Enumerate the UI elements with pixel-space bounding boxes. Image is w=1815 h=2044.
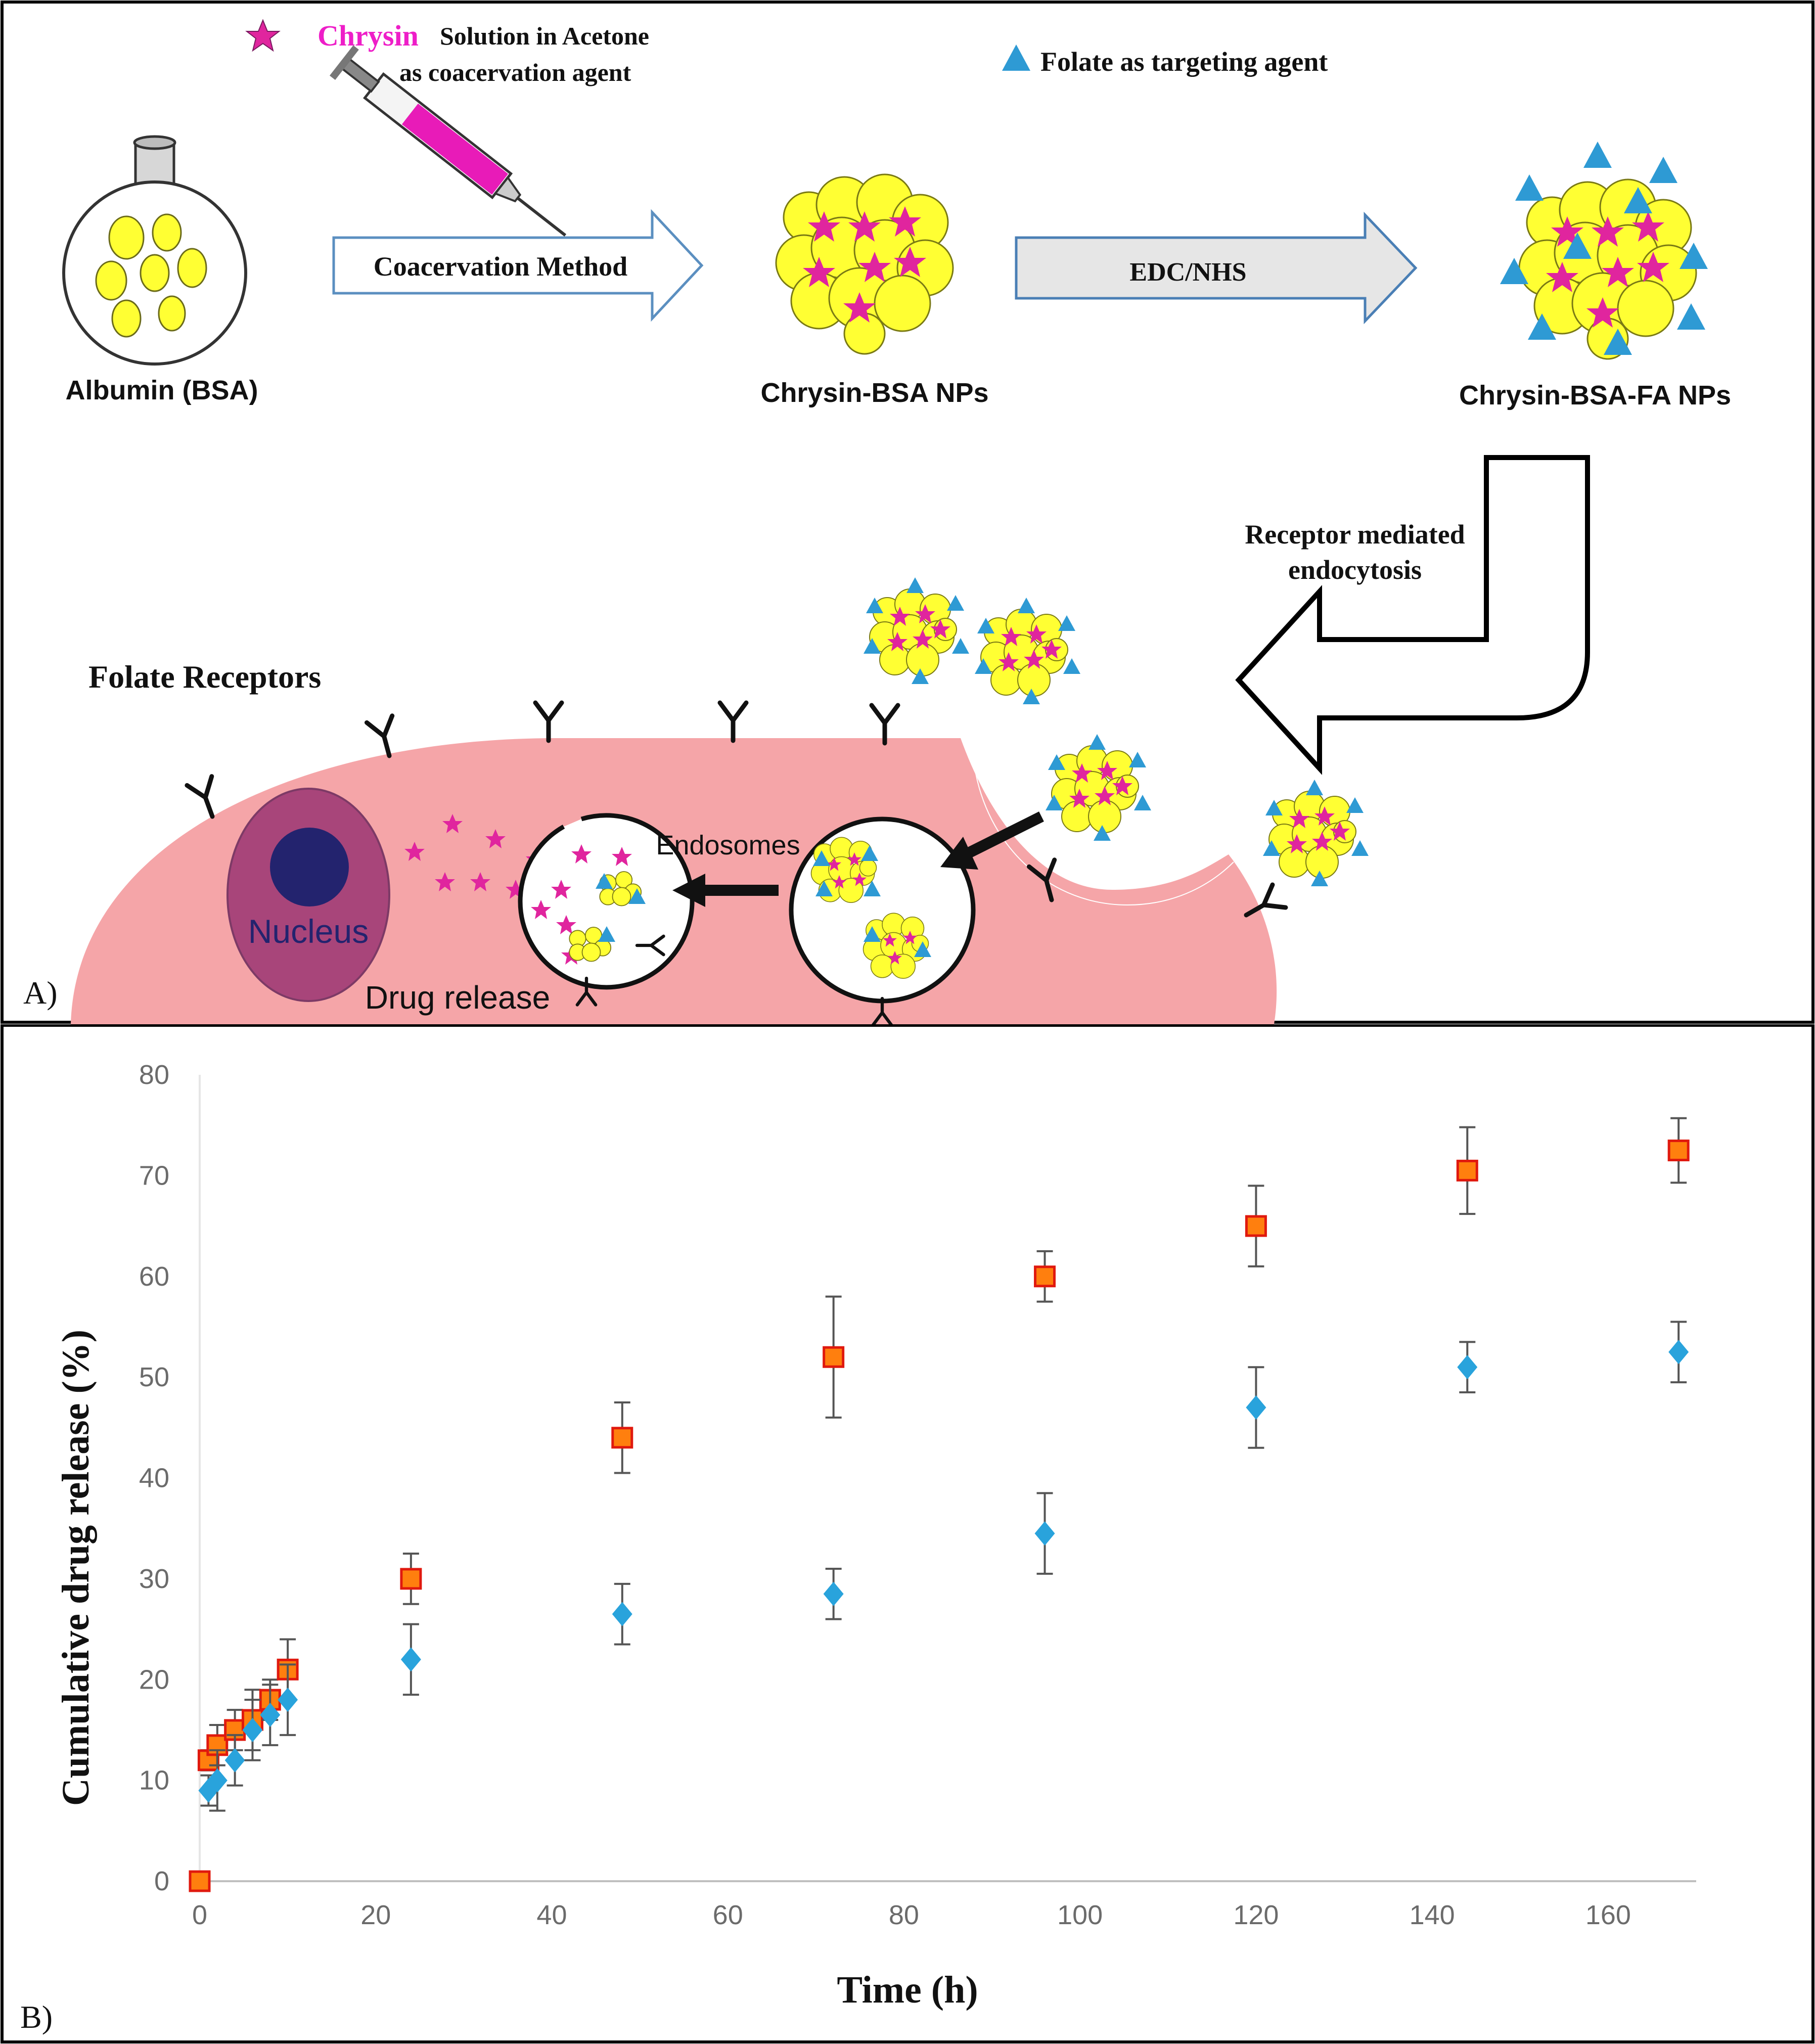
data-point-diamond bbox=[207, 1768, 228, 1793]
legend-chrysin-line2: as coacervation agent bbox=[399, 58, 631, 86]
data-point-square bbox=[189, 1870, 211, 1892]
chrysin-bsa-label: Chrysin-BSA NPs bbox=[760, 378, 988, 408]
endocytosis-arrow bbox=[1235, 455, 1590, 775]
data-point-diamond bbox=[1034, 1521, 1055, 1546]
fa-nanoparticle-4 bbox=[1263, 780, 1369, 886]
endocytosis-line1: Receptor mediated bbox=[1245, 519, 1465, 550]
data-point-square bbox=[1456, 1159, 1478, 1182]
y-tick-label: 20 bbox=[139, 1664, 169, 1695]
y-tick-label: 40 bbox=[139, 1463, 169, 1493]
data-point-square bbox=[611, 1427, 633, 1449]
data-point-diamond bbox=[400, 1647, 421, 1672]
fa-nanoparticle-3 bbox=[1046, 734, 1151, 841]
panel-a-label: A) bbox=[23, 975, 58, 1011]
x-tick-label: 140 bbox=[1410, 1900, 1455, 1930]
y-axis-title: Cumulative drug release (%) bbox=[55, 1330, 97, 1806]
x-tick-label: 120 bbox=[1233, 1900, 1279, 1930]
release-chart-svg: 0 20 40 60 80 100 120 140 160 01020304050607080 … bbox=[1, 1024, 1814, 2043]
data-point-square bbox=[1245, 1215, 1267, 1237]
schematic-svg: Chrysin Solution in Acetone as coacervat… bbox=[1, 1, 1814, 1024]
endocytosis-line2: endocytosis bbox=[1288, 555, 1422, 585]
data-point-diamond bbox=[823, 1581, 844, 1606]
x-tick-label: 160 bbox=[1585, 1900, 1631, 1930]
data-point-square bbox=[1034, 1265, 1056, 1288]
panel-b-frame bbox=[1, 1024, 1814, 2043]
y-tick-label: 80 bbox=[139, 1060, 169, 1090]
data-point-square bbox=[1667, 1140, 1690, 1162]
y-tick-label: 50 bbox=[139, 1362, 169, 1392]
x-tick-label: 40 bbox=[536, 1900, 567, 1930]
fa-nanoparticle-1 bbox=[864, 577, 969, 684]
data-point-square bbox=[823, 1346, 845, 1368]
data-point-diamond bbox=[1668, 1340, 1689, 1365]
albumin-flask-icon bbox=[62, 135, 247, 366]
series-diamond bbox=[198, 1321, 1689, 1812]
data-point-diamond bbox=[1457, 1355, 1478, 1380]
x-axis-title: Time (h) bbox=[837, 1969, 978, 2011]
panel-b-label: B) bbox=[20, 1999, 53, 2035]
data-point-diamond bbox=[1246, 1395, 1266, 1420]
folate-legend-icon bbox=[1002, 44, 1030, 71]
series-square bbox=[189, 1117, 1690, 1892]
y-tick-label: 70 bbox=[139, 1160, 169, 1191]
x-tick-label: 0 bbox=[192, 1900, 207, 1930]
data-point-diamond bbox=[224, 1748, 245, 1773]
endosomes-label: Endosomes bbox=[656, 830, 800, 860]
endosome-right bbox=[789, 816, 976, 1024]
data-point-diamond bbox=[278, 1688, 298, 1712]
x-tick-label: 20 bbox=[360, 1900, 391, 1930]
data-point-diamond bbox=[242, 1717, 263, 1742]
x-tick-labels: 0 20 40 60 80 100 120 140 160 bbox=[192, 1900, 1631, 1930]
coacervation-arrow bbox=[332, 209, 704, 322]
chrysin-bsa-fa-nanoparticle bbox=[1500, 142, 1708, 360]
edc-nhs-label: EDC/NHS bbox=[1129, 258, 1246, 287]
albumin-label: Albumin (BSA) bbox=[66, 375, 258, 405]
data-point-diamond bbox=[260, 1703, 281, 1728]
x-tick-label: 80 bbox=[889, 1900, 919, 1930]
y-tick-labels: 0 10 20 30 40 50 60 70 80 bbox=[139, 1060, 169, 1896]
panel-b-chart: 0 20 40 60 80 100 120 140 160 0 10 20 30 40 50 60 70 80 … bbox=[0, 1024, 1815, 2044]
syringe-icon bbox=[329, 45, 567, 237]
x-tick-label: 60 bbox=[713, 1900, 743, 1930]
y-tick-label: 30 bbox=[139, 1564, 169, 1594]
endosome-transfer-arrow bbox=[672, 874, 779, 907]
y-tick-label: 60 bbox=[139, 1261, 169, 1292]
folate-receptors-label: Folate Receptors bbox=[88, 659, 321, 695]
x-tick-label: 100 bbox=[1057, 1900, 1103, 1930]
legend-chrysin-word: Chrysin bbox=[317, 19, 419, 52]
endosome-left bbox=[518, 813, 695, 1005]
coacervation-label: Coacervation Method bbox=[374, 251, 627, 282]
internalization-arrow bbox=[940, 811, 1044, 870]
nucleus bbox=[226, 788, 390, 1002]
y-tick-label: 10 bbox=[139, 1765, 169, 1796]
chrysin-bsa-fa-label: Chrysin-BSA-FA NPs bbox=[1459, 380, 1731, 411]
y-tick-label: 0 bbox=[154, 1866, 169, 1896]
data-series bbox=[189, 1117, 1690, 1892]
nucleus-label: Nucleus bbox=[248, 913, 369, 950]
data-point-diamond bbox=[612, 1602, 632, 1626]
data-point-square bbox=[400, 1568, 422, 1590]
edc-nhs-arrow bbox=[1015, 211, 1418, 325]
legend-chrysin-text: Solution in Acetone bbox=[440, 22, 649, 50]
star-legend-icon bbox=[246, 20, 280, 51]
legend-folate-text: Folate as targeting agent bbox=[1040, 47, 1328, 77]
drug-release-label: Drug release bbox=[365, 979, 550, 1016]
panel-a-schematic: Chrysin Solution in Acetone as coacervat… bbox=[1, 1, 1814, 1024]
fa-nanoparticle-2 bbox=[975, 598, 1080, 704]
chrysin-bsa-nanoparticle bbox=[775, 173, 954, 355]
